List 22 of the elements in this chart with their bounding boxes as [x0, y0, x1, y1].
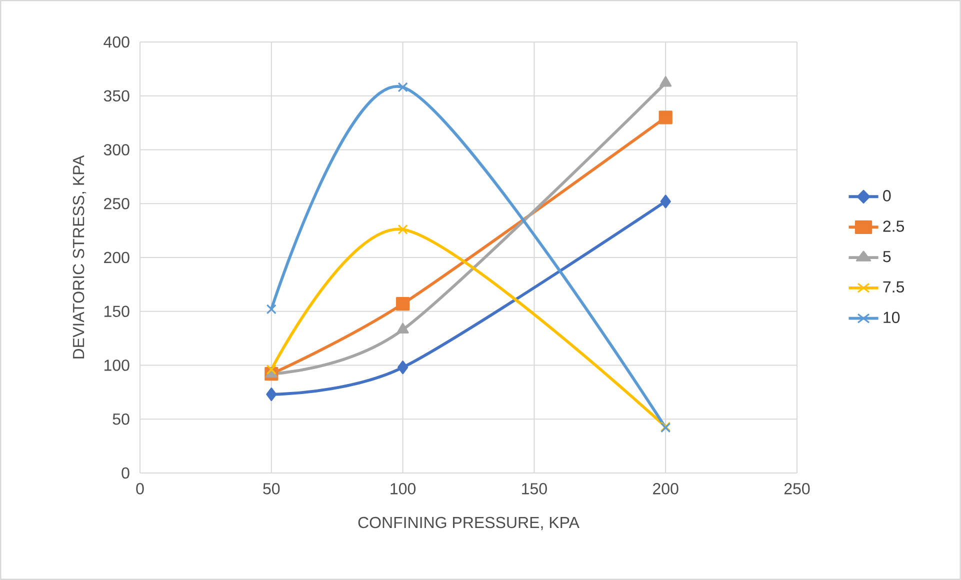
legend-label: 0: [883, 190, 891, 202]
x-tick-label: 0: [136, 483, 144, 494]
y-axis-title: DEVIATORIC STRESS, KPA: [72, 155, 86, 358]
legend-label: 5: [883, 251, 891, 262]
y-tick-label: 0: [122, 467, 130, 479]
y-tick-label: 200: [104, 252, 130, 264]
x-tick-label: 50: [263, 483, 280, 494]
legend-label: 7.5: [883, 281, 904, 293]
x-tick-label: 200: [653, 483, 678, 494]
y-tick-label: 150: [104, 306, 130, 318]
y-tick-label: 300: [104, 144, 130, 156]
legend-label: 10: [884, 312, 900, 324]
legend-label: 2.5: [883, 220, 904, 232]
x-tick-label: 100: [390, 483, 416, 494]
x-tick-label: 150: [522, 483, 547, 494]
x-tick-label: 250: [784, 483, 810, 494]
y-tick-label: 350: [104, 90, 130, 102]
y-tick-label: 400: [104, 36, 130, 48]
y-tick-label: 100: [104, 360, 130, 371]
y-tick-label: 50: [112, 413, 130, 425]
y-tick-label: 250: [104, 198, 130, 210]
x-axis-title: CONFINING PRESSURE, KPA: [358, 516, 580, 530]
